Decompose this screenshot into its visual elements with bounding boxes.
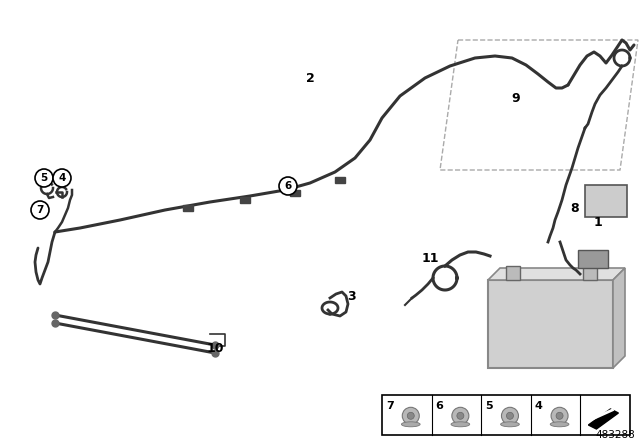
- Circle shape: [506, 412, 513, 419]
- Circle shape: [407, 412, 414, 419]
- Circle shape: [452, 407, 469, 424]
- Text: 5: 5: [485, 401, 493, 411]
- Ellipse shape: [401, 422, 420, 427]
- Text: 6: 6: [436, 401, 444, 411]
- Circle shape: [35, 169, 53, 187]
- Circle shape: [53, 169, 71, 187]
- Bar: [240, 197, 250, 203]
- Bar: [585, 185, 627, 217]
- Ellipse shape: [451, 422, 470, 427]
- Circle shape: [457, 412, 464, 419]
- Text: 10: 10: [206, 341, 224, 354]
- Text: 7: 7: [386, 401, 394, 411]
- Bar: [578, 250, 608, 268]
- Bar: [335, 177, 345, 183]
- Ellipse shape: [500, 422, 519, 427]
- Bar: [506, 266, 520, 280]
- Text: 1: 1: [594, 215, 602, 228]
- Text: 7: 7: [36, 205, 44, 215]
- Text: 4: 4: [535, 401, 543, 411]
- Circle shape: [556, 412, 563, 419]
- Text: 4: 4: [58, 173, 66, 183]
- Text: 11: 11: [421, 251, 439, 264]
- Circle shape: [502, 407, 518, 424]
- Circle shape: [279, 177, 297, 195]
- Bar: [583, 266, 597, 280]
- Text: 6: 6: [284, 181, 292, 191]
- Bar: [290, 190, 300, 196]
- Polygon shape: [588, 409, 618, 429]
- Bar: [488, 280, 613, 368]
- Text: 2: 2: [306, 72, 314, 85]
- Text: 483288: 483288: [595, 430, 635, 440]
- Text: 8: 8: [571, 202, 579, 215]
- Ellipse shape: [550, 422, 569, 427]
- Bar: [183, 205, 193, 211]
- Polygon shape: [613, 268, 625, 368]
- Text: 5: 5: [40, 173, 47, 183]
- Polygon shape: [488, 268, 625, 280]
- Bar: [382, 395, 630, 435]
- Text: 9: 9: [512, 91, 520, 104]
- Circle shape: [31, 201, 49, 219]
- Circle shape: [403, 407, 419, 424]
- Circle shape: [551, 407, 568, 424]
- Text: 3: 3: [348, 289, 356, 302]
